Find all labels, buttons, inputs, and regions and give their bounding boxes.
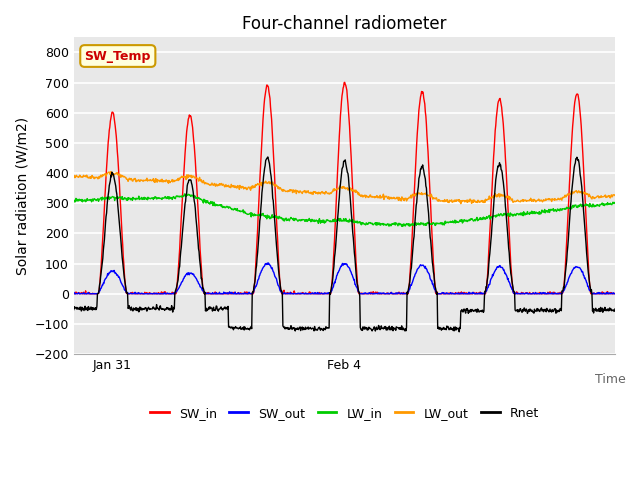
Legend: SW_in, SW_out, LW_in, LW_out, Rnet: SW_in, SW_out, LW_in, LW_out, Rnet bbox=[145, 402, 544, 424]
Title: Four-channel radiometer: Four-channel radiometer bbox=[242, 15, 447, 33]
Text: SW_Temp: SW_Temp bbox=[84, 49, 151, 62]
Y-axis label: Solar radiation (W/m2): Solar radiation (W/m2) bbox=[15, 117, 29, 275]
Text: Time: Time bbox=[595, 373, 626, 386]
